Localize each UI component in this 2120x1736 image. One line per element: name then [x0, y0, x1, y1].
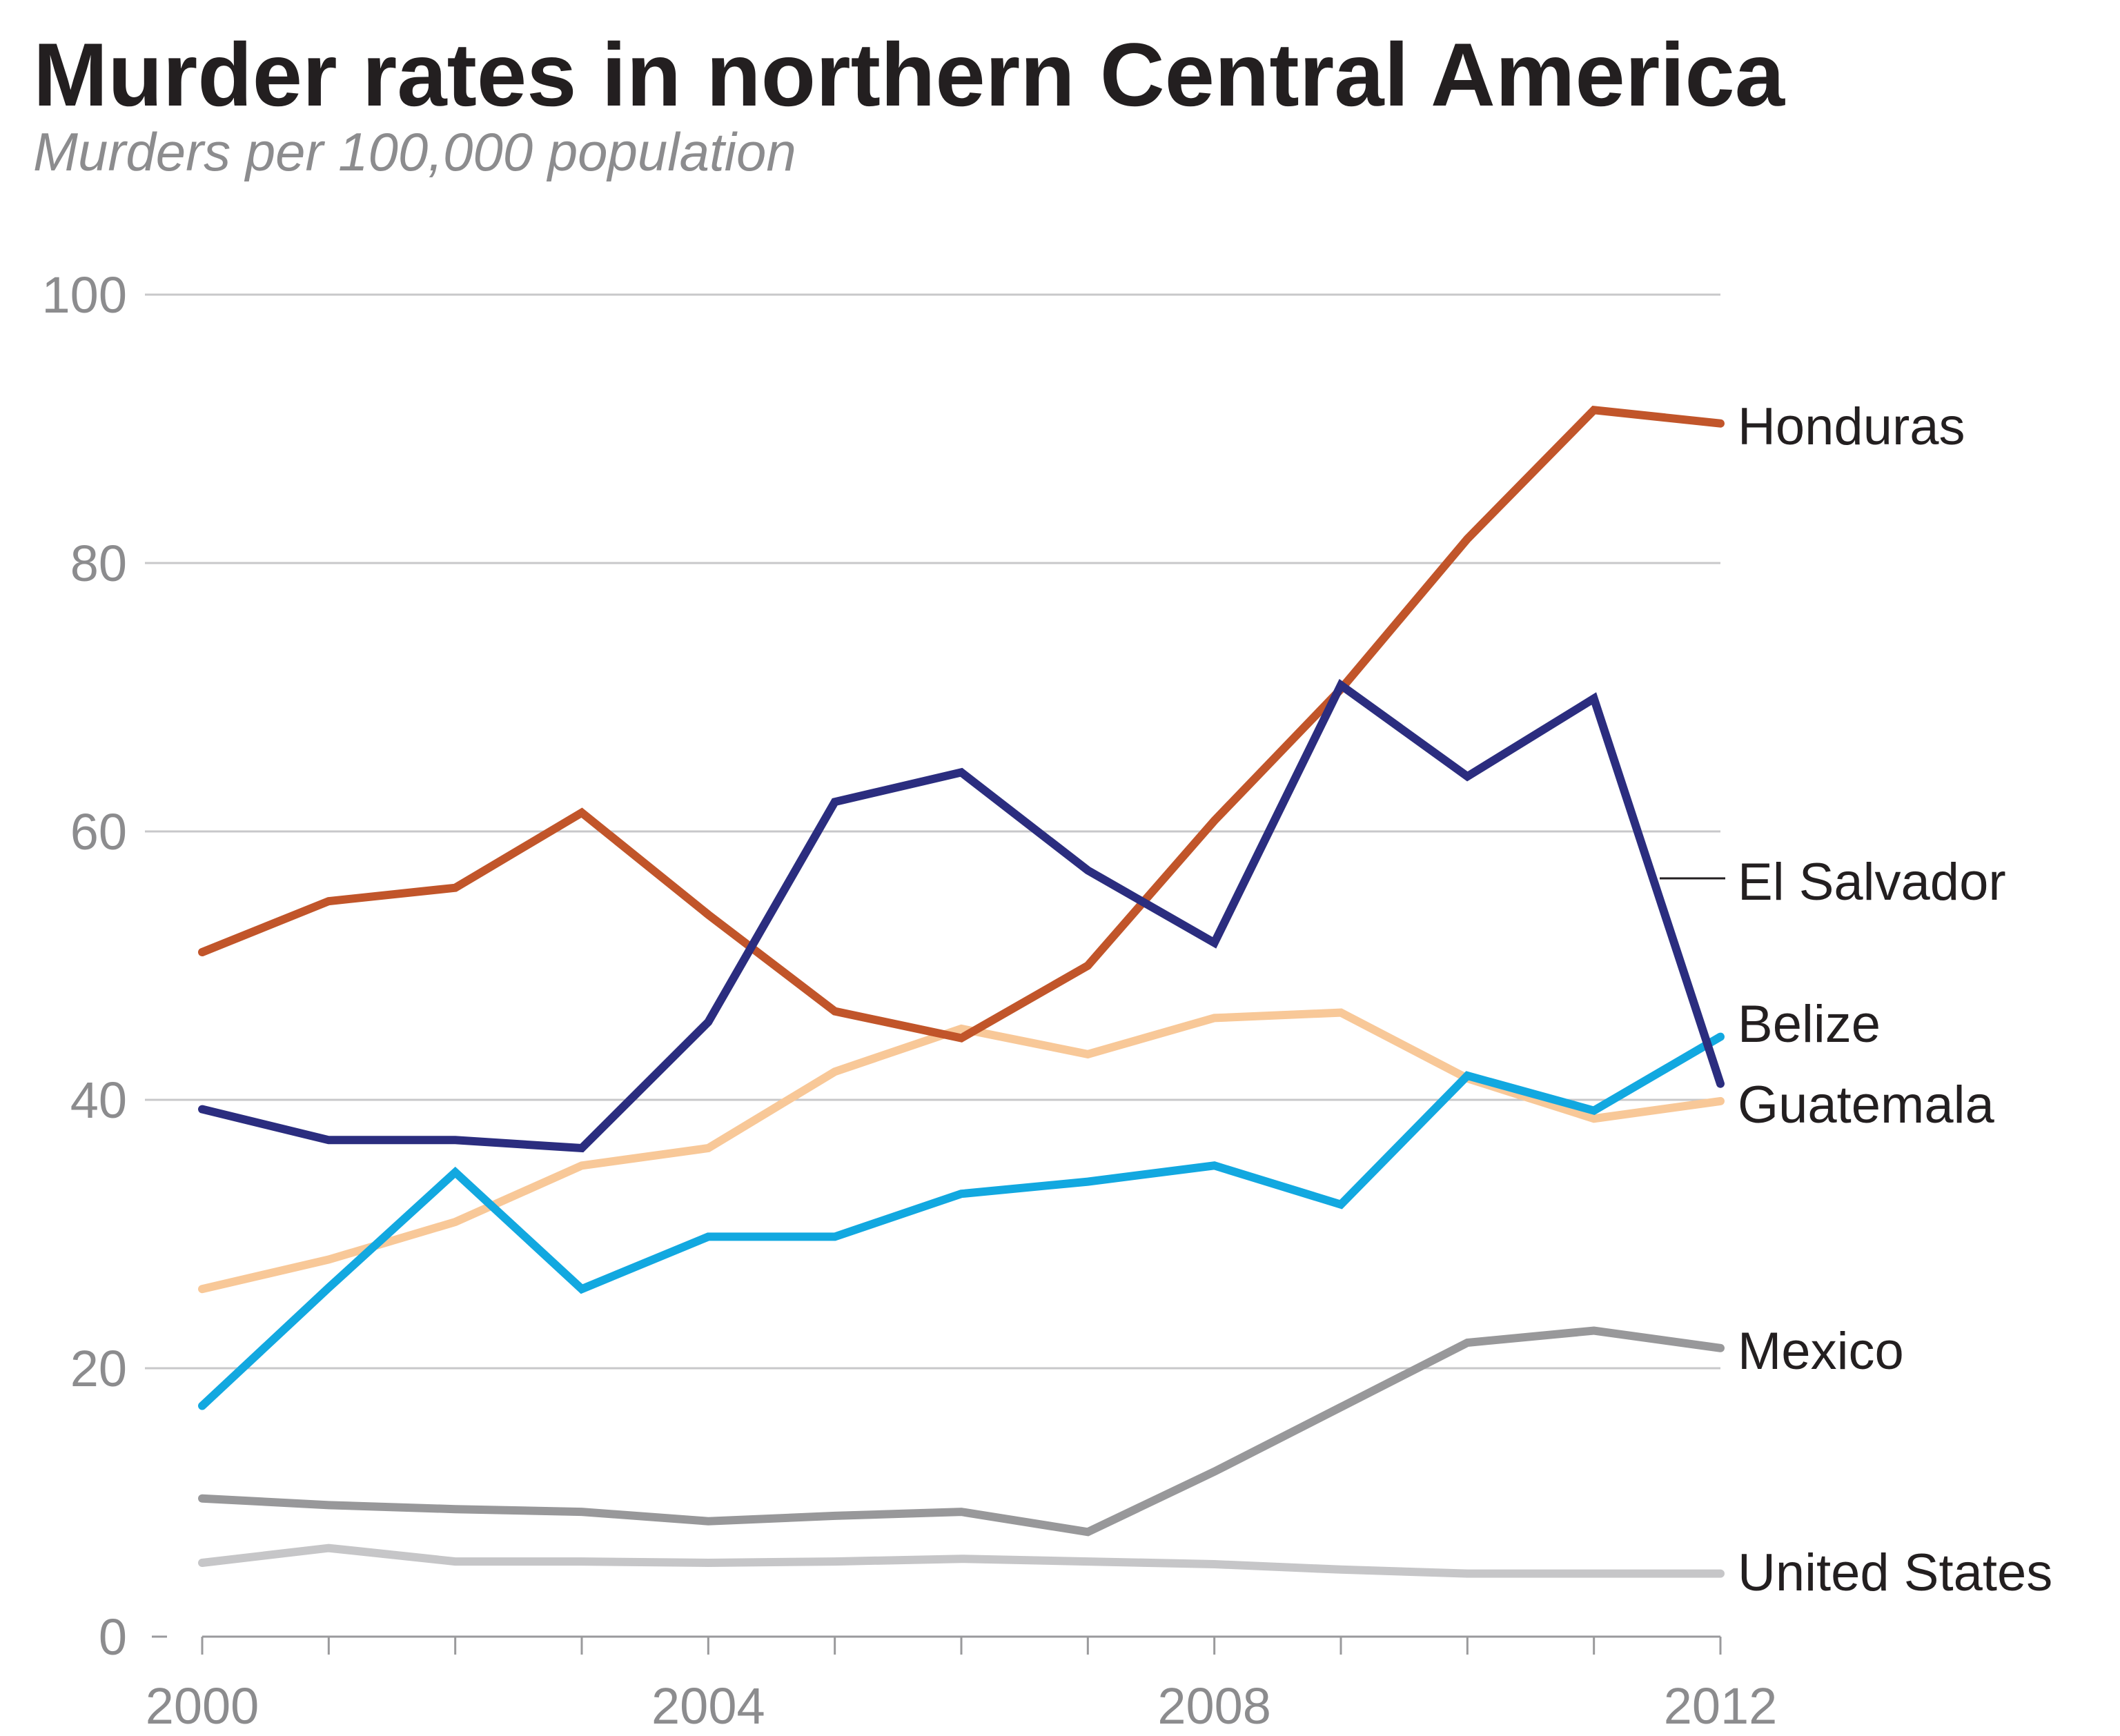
series-label-guatemala: Guatemala [1738, 1076, 1994, 1134]
x-tick-label-2012: 2012 [1664, 1677, 1778, 1735]
y-tick-label-80: 80 [70, 535, 127, 592]
grid-lines: 0 20 40 60 80 100 [42, 266, 1720, 1666]
series-line-united-states [198, 1543, 1725, 1578]
series-lines [198, 406, 1725, 1578]
y-tick-label-40: 40 [70, 1072, 127, 1129]
series-label-united-states: United States [1738, 1543, 2052, 1602]
series-line-mexico [198, 1326, 1725, 1537]
series-line-belize [198, 1032, 1725, 1410]
x-tick-label-2000: 2000 [146, 1677, 259, 1735]
series-line-guatemala [198, 1008, 1725, 1294]
chart-title: Murder rates in northern Central America [33, 24, 1785, 125]
chart-subtitle: Murders per 100,000 population [33, 121, 796, 182]
series-label-mexico: Mexico [1738, 1322, 1904, 1381]
x-tick-label-2008: 2008 [1157, 1677, 1271, 1735]
y-tick-label-0: 0 [99, 1608, 127, 1666]
x-axis: 2000 2004 2008 2012 [146, 1635, 1778, 1735]
series-label-belize: Belize [1738, 995, 1881, 1054]
series-line-honduras [198, 406, 1725, 1043]
x-tick-label-2004: 2004 [651, 1677, 765, 1735]
y-tick-label-60: 60 [70, 803, 127, 860]
y-tick-label-20: 20 [70, 1340, 127, 1397]
series-labels: Honduras El Salvador Belize Guatemala Mexico… [1660, 397, 2052, 1602]
series-label-honduras: Honduras [1738, 397, 1965, 456]
series-label-el-salvador: El Salvador [1738, 853, 2006, 911]
y-tick-label-100: 100 [42, 266, 127, 324]
series-line-el-salvador [198, 678, 1725, 1153]
